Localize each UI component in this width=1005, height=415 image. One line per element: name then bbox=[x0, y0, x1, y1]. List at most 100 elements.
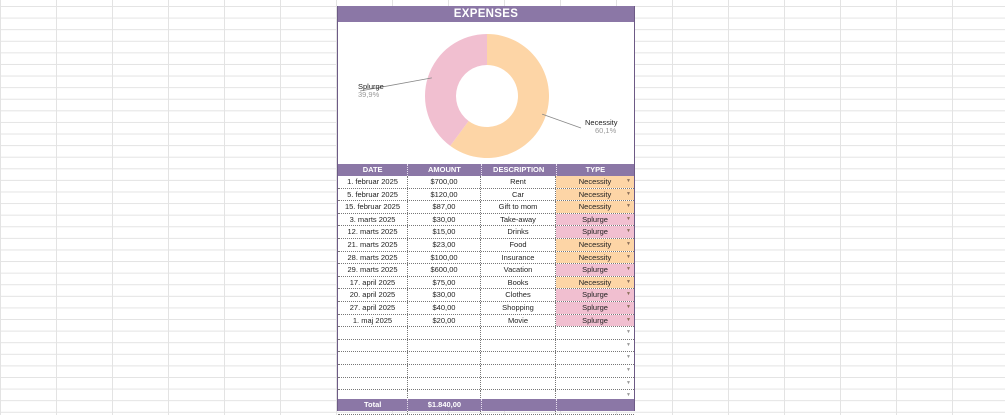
cell-date[interactable] bbox=[338, 377, 408, 390]
dropdown-caret-icon[interactable]: ▼ bbox=[626, 354, 631, 361]
cell-amount[interactable] bbox=[408, 390, 481, 402]
cell-description[interactable] bbox=[481, 377, 556, 390]
cell-date[interactable] bbox=[338, 352, 408, 364]
cell-amount[interactable]: $15,00 bbox=[408, 226, 481, 238]
cell-date[interactable]: 29. marts 2025 bbox=[338, 264, 408, 276]
cell-amount[interactable]: $100,00 bbox=[408, 251, 481, 264]
cell-type-dropdown[interactable]: Necessity ▼ bbox=[556, 276, 634, 289]
dropdown-caret-icon[interactable]: ▼ bbox=[626, 178, 631, 184]
cell-description[interactable] bbox=[481, 327, 556, 339]
cell-amount[interactable] bbox=[408, 327, 481, 339]
cell-date[interactable]: 1. februar 2025 bbox=[338, 176, 408, 188]
cell-amount[interactable]: $30,00 bbox=[408, 289, 481, 301]
cell-date[interactable]: 28. marts 2025 bbox=[338, 251, 408, 264]
dropdown-caret-icon[interactable]: ▼ bbox=[626, 240, 631, 247]
cell-amount[interactable]: $120,00 bbox=[408, 188, 481, 201]
dropdown-caret-icon[interactable]: ▼ bbox=[626, 303, 631, 310]
cell-type-dropdown[interactable]: Splurge ▼ bbox=[556, 301, 634, 314]
cell-type-dropdown[interactable]: Necessity ▼ bbox=[556, 251, 634, 264]
cell-description[interactable]: Clothes bbox=[481, 289, 556, 301]
dropdown-caret-icon[interactable]: ▼ bbox=[626, 392, 631, 399]
cell-date[interactable]: 1. maj 2025 bbox=[338, 314, 408, 327]
dropdown-caret-icon[interactable]: ▼ bbox=[626, 316, 631, 323]
dropdown-caret-icon[interactable]: ▼ bbox=[626, 291, 631, 298]
cell-type-dropdown[interactable]: ▼ bbox=[556, 378, 634, 390]
cell-type-value: Necessity bbox=[578, 202, 612, 212]
cell-date[interactable]: 20. april 2025 bbox=[338, 289, 408, 301]
cell-amount[interactable] bbox=[408, 339, 481, 352]
dropdown-caret-icon[interactable]: ▼ bbox=[626, 266, 631, 273]
cell-amount[interactable]: $23,00 bbox=[408, 238, 481, 251]
total-label: Total bbox=[338, 399, 409, 411]
dropdown-caret-icon[interactable]: ▼ bbox=[626, 228, 631, 235]
dropdown-caret-icon[interactable]: ▼ bbox=[626, 278, 631, 285]
cell-date[interactable] bbox=[338, 339, 408, 352]
cell-description[interactable] bbox=[481, 352, 556, 364]
cell-amount[interactable]: $40,00 bbox=[408, 301, 481, 314]
cell-amount[interactable] bbox=[408, 352, 481, 364]
cell-date[interactable]: 12. marts 2025 bbox=[338, 226, 408, 238]
cell-amount[interactable] bbox=[408, 377, 481, 390]
cell-type-dropdown[interactable]: Splurge ▼ bbox=[556, 314, 634, 327]
cell-type-dropdown[interactable]: Splurge ▼ bbox=[556, 226, 634, 238]
cell-type-dropdown[interactable]: Splurge ▼ bbox=[556, 264, 634, 276]
cell-description[interactable]: Shopping bbox=[481, 301, 556, 314]
cell-amount[interactable]: $20,00 bbox=[408, 314, 481, 327]
cell-type-dropdown[interactable]: ▼ bbox=[556, 340, 634, 352]
cell-description[interactable] bbox=[481, 390, 556, 402]
dropdown-caret-icon[interactable]: ▼ bbox=[626, 215, 631, 222]
cell-date[interactable]: 5. februar 2025 bbox=[338, 188, 408, 201]
cell-date[interactable] bbox=[338, 390, 408, 402]
col-header-amount[interactable]: AMOUNT bbox=[408, 164, 482, 176]
cell-date[interactable]: 17. april 2025 bbox=[338, 276, 408, 289]
col-header-type[interactable]: TYPE bbox=[585, 165, 606, 174]
cell-amount[interactable]: $87,00 bbox=[408, 201, 481, 213]
dropdown-caret-icon[interactable]: ▼ bbox=[626, 190, 631, 197]
cell-date[interactable]: 3. marts 2025 bbox=[338, 213, 408, 226]
cell-date[interactable] bbox=[338, 364, 408, 377]
cell-amount[interactable]: $75,00 bbox=[408, 276, 481, 289]
cell-type-dropdown[interactable]: Splurge ▼ bbox=[556, 213, 634, 226]
cell-type-dropdown[interactable]: ▼ bbox=[556, 352, 634, 364]
dropdown-caret-icon[interactable]: ▼ bbox=[626, 203, 631, 210]
cell-description[interactable]: Drinks bbox=[481, 226, 556, 238]
dropdown-caret-icon[interactable]: ▼ bbox=[626, 379, 631, 386]
cell-description[interactable]: Take-away bbox=[481, 213, 556, 226]
cell-date[interactable] bbox=[338, 327, 408, 339]
col-header-date[interactable]: DATE bbox=[338, 164, 409, 176]
cell-description[interactable]: Movie bbox=[481, 314, 556, 327]
col-header-description[interactable]: DESCRIPTION bbox=[482, 164, 557, 176]
cell-description[interactable]: Car bbox=[481, 188, 556, 201]
cell-type-value: Necessity bbox=[578, 189, 612, 199]
dropdown-caret-icon[interactable]: ▼ bbox=[626, 329, 631, 336]
cell-type-dropdown[interactable]: Necessity ▼ bbox=[556, 201, 634, 213]
cell-type-dropdown[interactable]: Necessity ▼ bbox=[556, 238, 634, 251]
cell-amount[interactable]: $600,00 bbox=[408, 264, 481, 276]
cell-description[interactable] bbox=[481, 339, 556, 352]
cell-date[interactable]: 21. marts 2025 bbox=[338, 238, 408, 251]
cell-date[interactable]: 15. februar 2025 bbox=[338, 201, 408, 213]
table-row: 21. marts 2025 $23,00 Food Necessity ▼ bbox=[338, 238, 634, 252]
cell-type-dropdown[interactable]: Necessity ▼ bbox=[556, 188, 634, 201]
cell-description[interactable]: Gift to mom bbox=[481, 201, 556, 213]
cell-description[interactable]: Vacation bbox=[481, 264, 556, 276]
dropdown-caret-icon[interactable]: ▼ bbox=[626, 253, 631, 260]
cell-description[interactable]: Rent bbox=[481, 176, 556, 188]
table-row: 27. april 2025 $40,00 Shopping Splurge ▼ bbox=[338, 301, 634, 315]
cell-description[interactable]: Insurance bbox=[481, 251, 556, 264]
cell-date[interactable]: 27. april 2025 bbox=[338, 301, 408, 314]
cell-description[interactable] bbox=[481, 364, 556, 377]
cell-description[interactable]: Food bbox=[481, 238, 556, 251]
cell-amount[interactable]: $30,00 bbox=[408, 213, 481, 226]
cell-type-dropdown[interactable]: ▼ bbox=[556, 390, 634, 402]
cell-type-dropdown[interactable]: Necessity ▼ bbox=[556, 176, 634, 188]
cell-amount[interactable]: $700,00 bbox=[408, 176, 481, 188]
cell-type-dropdown[interactable]: ▼ bbox=[556, 365, 634, 377]
cell-amount[interactable] bbox=[408, 364, 481, 377]
dropdown-caret-icon[interactable]: ▼ bbox=[626, 366, 631, 373]
dropdown-caret-icon[interactable]: ▼ bbox=[626, 341, 631, 348]
cell-type-dropdown[interactable]: Splurge ▼ bbox=[556, 289, 634, 301]
necessity-label-block: Necessity 60,1% bbox=[585, 119, 618, 135]
cell-description[interactable]: Books bbox=[481, 276, 556, 289]
cell-type-dropdown[interactable]: ▼ bbox=[556, 327, 634, 339]
